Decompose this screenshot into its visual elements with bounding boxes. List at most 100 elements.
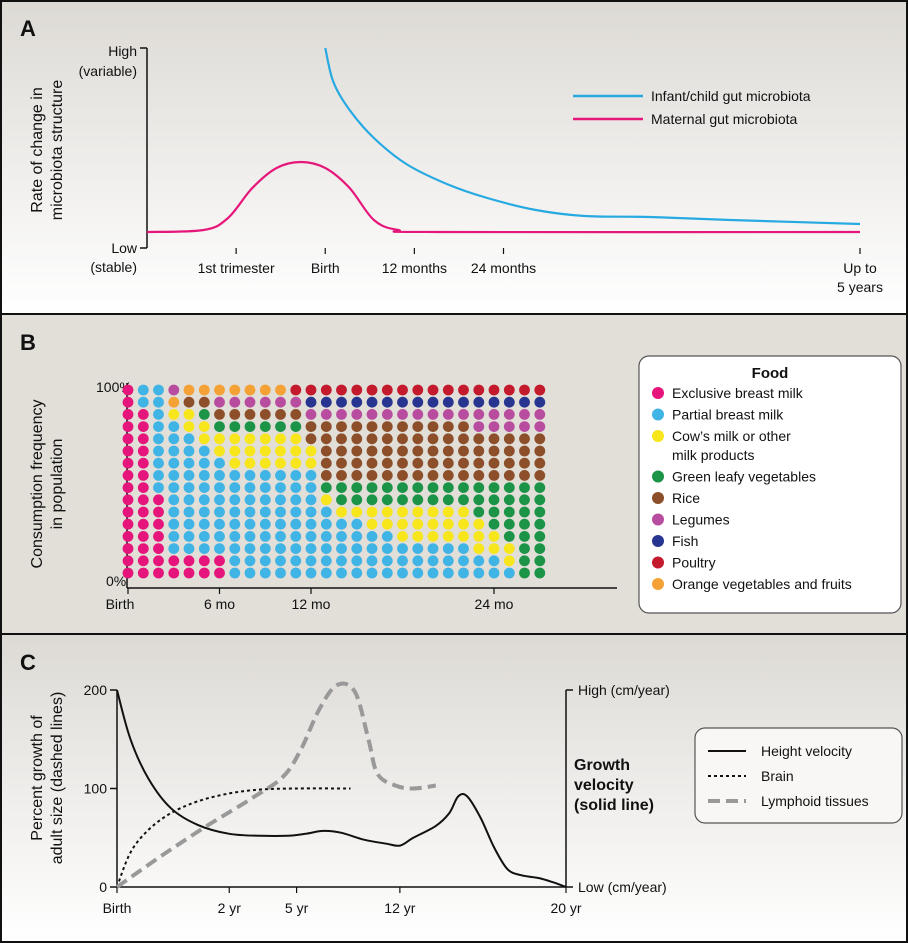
panel-b-dot	[214, 421, 225, 432]
panel-b-dot	[381, 555, 393, 567]
panel-b-dot	[168, 396, 180, 408]
panel-b-dot	[168, 506, 180, 518]
panel-b-dot	[397, 531, 408, 542]
panel-b-dot	[366, 457, 378, 469]
panel-b-dot	[214, 482, 225, 493]
panel-b-dot	[275, 518, 286, 530]
panel-b-dot	[458, 433, 469, 445]
panel-b-dot	[320, 494, 332, 506]
panel-b-dot	[275, 396, 286, 408]
panel-b-dot	[320, 518, 332, 530]
panel-a-xtick-label: Birth	[311, 260, 340, 276]
panel-b-dot	[381, 409, 393, 420]
panel-b-dot	[168, 543, 180, 554]
panel-b-dot	[397, 409, 408, 420]
panel-b-dot	[259, 518, 271, 530]
panel-b-dot	[381, 567, 393, 579]
panel-b-dot	[381, 384, 393, 396]
panel-b-dot	[366, 482, 378, 493]
panel-b-dot	[137, 518, 149, 530]
panel-b-dot	[458, 543, 469, 554]
panel-b-dot	[381, 518, 393, 530]
panel-a-ylabel-1: Rate of change in	[29, 87, 46, 212]
panel-b-dot	[168, 409, 180, 420]
panel-b-dot	[290, 396, 302, 408]
panel-b-dot	[168, 494, 180, 506]
panel-b-dot	[381, 396, 393, 408]
panel-b-dot	[381, 531, 393, 542]
panel-b-dot	[290, 555, 302, 567]
panel-b-dot	[137, 482, 149, 493]
panel-b-dot	[122, 384, 134, 396]
panel-b-dot	[519, 409, 530, 420]
panel-b-dot	[442, 567, 454, 579]
panel-b-dot	[198, 384, 210, 396]
panel-b-dot	[275, 433, 286, 445]
panel-b-dot	[229, 555, 241, 567]
panel-b-dot	[488, 470, 500, 481]
panel-b-dot	[290, 494, 302, 506]
panel-b-dot	[412, 543, 424, 554]
panel-a-xtick-label: 24 months	[471, 260, 536, 276]
panel-b-dot	[442, 445, 454, 457]
panel-a-legend-label: Infant/child gut microbiota	[651, 88, 811, 104]
panel-b-dot	[259, 396, 271, 408]
panel-b-dot	[214, 506, 225, 518]
panel-b-dot	[183, 567, 195, 579]
panel-b-dot	[153, 409, 164, 420]
panel-b-dot	[168, 445, 180, 457]
panel-b-dot	[229, 396, 241, 408]
panel-b-dot	[473, 384, 485, 396]
panel-b-dot	[122, 482, 134, 493]
panel-b-legend-label: Exclusive breast milk	[672, 385, 804, 401]
panel-a-letter: A	[20, 16, 36, 41]
panel-b-dot	[259, 445, 271, 457]
panel-b-dot	[519, 555, 530, 567]
panel-b-dot	[290, 409, 302, 420]
panel-b-legend-box	[638, 355, 902, 614]
panel-b-dot	[183, 433, 195, 445]
panel-b-dot	[168, 567, 180, 579]
panel-b-dot	[427, 470, 439, 481]
panel-c-y2label-2: velocity	[574, 777, 634, 794]
panel-b-dot	[137, 421, 149, 432]
panel-b-dot	[534, 567, 546, 579]
panel-b-legend-label: Fish	[672, 533, 698, 549]
panel-b-dot	[397, 482, 408, 493]
panel-c-series-line	[115, 681, 437, 889]
panel-b-dot	[336, 457, 347, 469]
panel-b-dot	[366, 384, 378, 396]
panel-b-dot	[290, 384, 302, 396]
panel-b-dot	[473, 396, 485, 408]
panel-b-dot	[351, 506, 363, 518]
panel-b-dot	[366, 470, 378, 481]
panel-b-dot	[488, 531, 500, 542]
panel-b-dot	[442, 470, 454, 481]
panel-b-dot	[412, 384, 424, 396]
panel-b-dot	[259, 506, 271, 518]
panel-b-dot	[305, 543, 317, 554]
panel-b-dot	[412, 531, 424, 542]
panel-b-dot	[275, 531, 286, 542]
panel-b-dot	[153, 494, 164, 506]
panel-b-legend-swatch	[652, 578, 664, 590]
panel-b-dot	[137, 567, 149, 579]
panel-b-dot	[442, 543, 454, 554]
panel-c-y2label-1: Growth	[574, 757, 630, 774]
panel-c-ytick-label: 0	[99, 879, 107, 895]
panel-b-dot	[366, 555, 378, 567]
panel-b-dot	[198, 494, 210, 506]
panel-b-dot	[137, 384, 149, 396]
panel-b-dot	[259, 555, 271, 567]
panel-b-dot	[534, 555, 546, 567]
panel-b-dot	[412, 482, 424, 493]
panel-b-dot	[336, 494, 347, 506]
panel-b-dot	[351, 433, 363, 445]
panel-b-dot	[397, 506, 408, 518]
panel-b-dot	[488, 567, 500, 579]
panel-b-legend-label: Green leafy vegetables	[672, 469, 816, 485]
panel-b-legend-label: Orange vegetables and fruits	[672, 576, 852, 592]
panel-b-dot	[519, 494, 530, 506]
panel-b-dot	[412, 494, 424, 506]
panel-b-dot	[427, 531, 439, 542]
